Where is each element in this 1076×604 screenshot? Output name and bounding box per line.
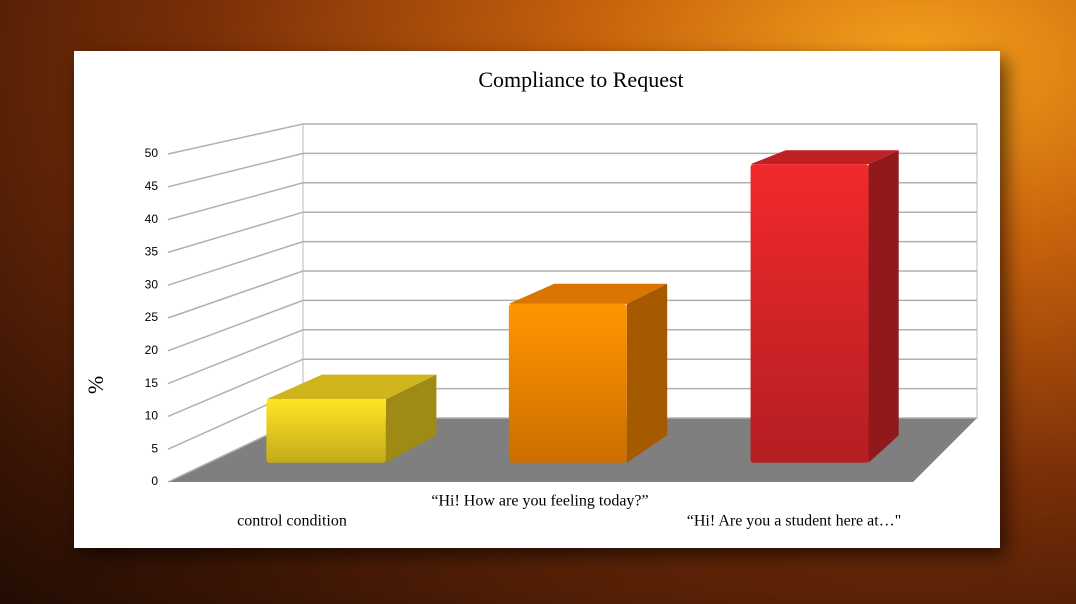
bar — [750, 150, 899, 463]
bar-top — [266, 374, 437, 400]
y-tick-label: 45 — [145, 179, 159, 193]
bar — [508, 283, 668, 463]
chart-title: Compliance to Request — [478, 67, 683, 92]
grid-line — [167, 123, 977, 155]
bar-side — [385, 374, 437, 463]
bar-front — [266, 399, 386, 463]
x-tick-label: “Hi! How are you feeling today?” — [431, 493, 648, 510]
y-tick-label: 40 — [145, 212, 159, 226]
bar-top — [508, 283, 668, 304]
bar-front — [508, 303, 627, 463]
y-tick-label: 25 — [145, 310, 159, 324]
bar-side — [868, 150, 899, 463]
y-tick-label: 0 — [151, 474, 158, 488]
bar — [266, 374, 437, 463]
grid-line — [167, 152, 977, 188]
bar-top — [750, 150, 899, 165]
y-tick-label: 20 — [145, 343, 159, 357]
bar-front — [750, 164, 869, 463]
y-tick-label: 30 — [145, 277, 159, 291]
y-tick-label: 15 — [145, 376, 159, 390]
y-axis-label: % — [83, 376, 108, 394]
y-tick-label: 50 — [145, 146, 159, 160]
y-tick-label: 10 — [145, 409, 159, 423]
y-tick-label: 35 — [145, 245, 159, 259]
x-tick-label: “Hi! Are you a student here at…" — [687, 513, 901, 530]
bar-side — [626, 283, 668, 463]
y-tick-label: 5 — [151, 441, 158, 455]
x-tick-label: control condition — [237, 513, 347, 530]
